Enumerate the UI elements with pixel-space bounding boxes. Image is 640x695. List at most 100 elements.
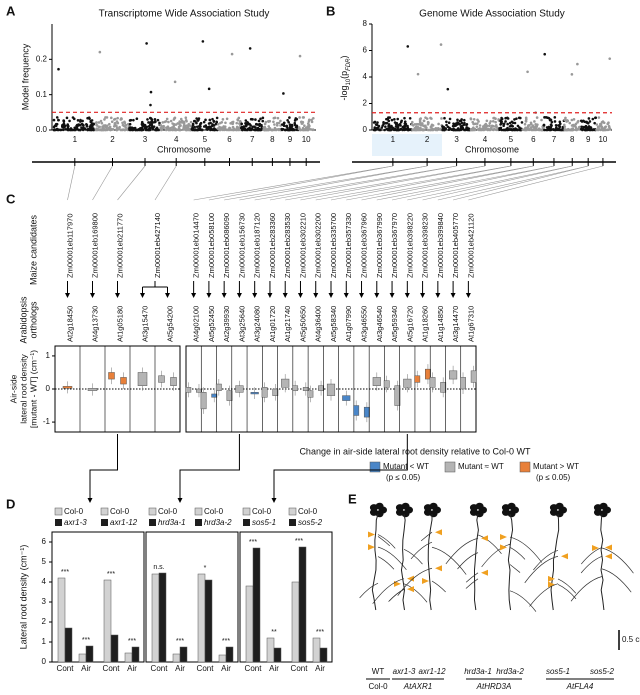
background-point [462, 118, 466, 122]
background-point [112, 125, 116, 128]
background-point [540, 118, 543, 122]
background-point [202, 120, 206, 124]
background-point [280, 123, 284, 126]
background-point [241, 128, 245, 131]
marker [394, 580, 401, 587]
background-point [416, 125, 420, 129]
connector [254, 165, 457, 201]
background-point [146, 128, 149, 132]
background-point [454, 122, 458, 126]
root [427, 513, 433, 611]
background-point [489, 126, 493, 130]
background-point [261, 116, 265, 120]
marker [548, 575, 555, 582]
background-point [197, 117, 201, 120]
background-point [599, 124, 603, 127]
chromosome-label: 2 [425, 135, 430, 144]
connector [89, 434, 118, 500]
x-tick-label: Cont [151, 664, 169, 673]
connector [422, 165, 573, 201]
connector [468, 165, 603, 201]
background-point [162, 126, 165, 130]
background-point [597, 116, 601, 119]
row-label: orthologs [28, 301, 38, 339]
background-point [529, 121, 533, 125]
background-point [425, 117, 429, 120]
lateral-root [389, 588, 405, 602]
rosette-leaf [375, 502, 384, 510]
root [550, 513, 560, 611]
y-axis-label: Air-side [8, 374, 18, 403]
ylabel-part: ) [339, 55, 349, 58]
background-point [464, 128, 467, 132]
background-point [172, 123, 176, 126]
background-point [209, 128, 212, 132]
background-point [105, 124, 109, 127]
background-point [260, 128, 263, 132]
bar [151, 573, 160, 663]
background-point [495, 128, 499, 131]
y-tick-label: 0 [42, 657, 47, 666]
bar [252, 547, 261, 663]
arrowhead [90, 293, 95, 298]
background-point [570, 118, 574, 122]
background-point [558, 124, 561, 128]
background-point [66, 124, 70, 127]
background-point [223, 127, 227, 130]
background-point [57, 67, 60, 71]
lateral-root [431, 580, 446, 593]
background-point [459, 125, 463, 129]
maize-label: Zm00001eb367990 [375, 213, 384, 278]
background-point [289, 123, 293, 127]
background-point [162, 124, 165, 128]
background-point [122, 124, 126, 127]
background-point [139, 126, 142, 130]
arrowhead [465, 293, 471, 298]
box [281, 378, 290, 388]
background-point [389, 128, 393, 132]
lateral-root [580, 547, 603, 565]
chromosome-label: 9 [288, 135, 293, 144]
background-point [285, 128, 289, 132]
ortholog-label: At5g58340 [329, 306, 338, 342]
background-point [135, 117, 139, 121]
significance: *** [295, 538, 303, 545]
background-point [607, 124, 611, 128]
background-point [465, 126, 468, 129]
background-point [448, 117, 452, 121]
background-point [130, 126, 134, 130]
background-point [89, 124, 93, 127]
plant-label: hrd3a-2 [496, 667, 524, 676]
lateral-root [601, 547, 634, 574]
bar [179, 646, 188, 663]
y-tick-label: 1 [42, 637, 47, 646]
y-tick-label: 0.0 [36, 125, 48, 134]
background-point [237, 126, 241, 130]
ortholog-label: At5g16720 [405, 306, 414, 342]
background-point [558, 120, 562, 124]
background-point [418, 117, 422, 121]
background-point [257, 119, 261, 123]
y-axis-label: lateral root density [18, 354, 28, 424]
lateral-root [377, 556, 395, 570]
background-point [80, 126, 83, 129]
background-point [279, 119, 282, 123]
connector [179, 434, 240, 500]
background-point [173, 127, 177, 130]
background-point [219, 128, 222, 132]
lateral-root [557, 584, 577, 600]
x-tick-label: Air [81, 664, 91, 673]
background-point [211, 117, 214, 121]
connector [315, 165, 511, 201]
background-point [64, 128, 68, 131]
box [326, 383, 336, 396]
background-point [548, 128, 552, 132]
background-point [565, 120, 568, 123]
background-point [504, 116, 507, 120]
background-point [491, 119, 495, 123]
background-point [608, 57, 612, 60]
marker [561, 553, 568, 560]
background-point [543, 116, 546, 119]
subplot-frame [145, 531, 239, 663]
background-point [113, 122, 117, 126]
